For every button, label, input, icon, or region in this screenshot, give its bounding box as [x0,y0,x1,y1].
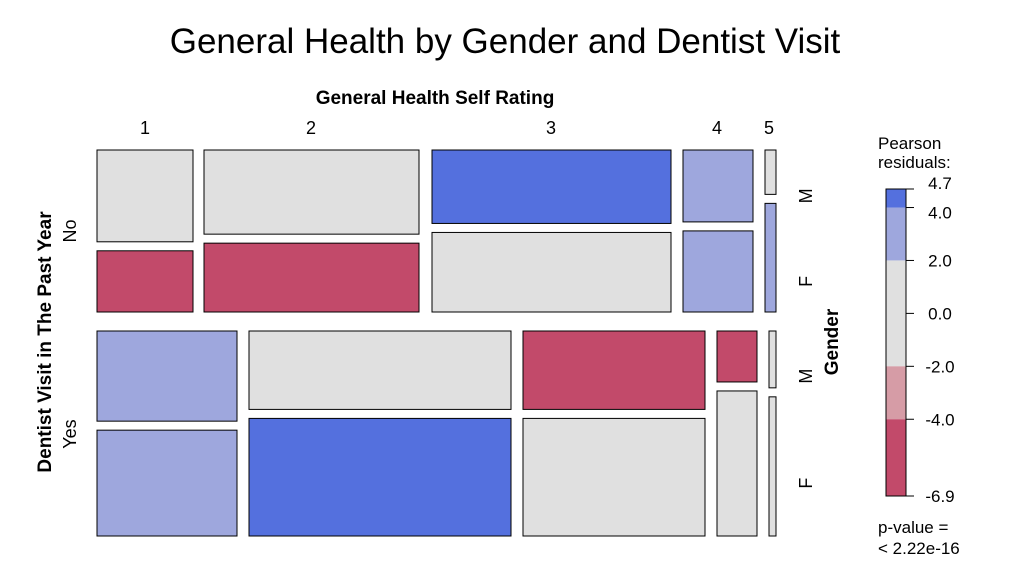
tile-yes-4-m [716,330,758,383]
legend-tick-label-4: -2.0 [925,357,954,376]
legend-band-4 [886,419,906,496]
top-axis-label: General Health Self Rating [316,88,555,109]
legend-tick-label-5: -4.0 [925,410,954,429]
row-label-yes: Yes [60,419,80,448]
tile-yes-2-m [248,330,512,410]
gender-labels: M F M F [796,188,816,488]
tile-no-2-m [203,149,420,235]
p-value-line1: p-value = [878,518,948,537]
tile-no-3-m [431,149,672,224]
tile-no-2-f [203,242,420,313]
p-value-line2: < 2.22e-16 [878,539,960,558]
left-axis-label: Dentist Visit in The Past Year [35,211,56,473]
legend-tick-label-2: 2.0 [928,251,952,270]
gender-label-no-f: F [796,276,816,287]
tile-yes-3-f [522,417,706,537]
chart-title: General Health by Gender and Dentist Vis… [170,22,841,61]
tile-no-5-m [764,149,777,195]
row-labels: No Yes [60,219,80,448]
column-label-5: 5 [764,118,774,138]
column-label-4: 4 [712,118,722,138]
legend-band-3 [886,366,906,420]
tile-no-4-m [682,149,754,223]
column-labels: 1 2 3 4 5 [140,118,774,138]
legend-tick-label-6: -6.9 [925,487,954,506]
legend-ticks: 4.7 4.0 2.0 0.0 -2.0 -4.0 -6.9 [906,174,955,506]
legend-color-bar [885,188,907,497]
legend-band-0 [886,189,906,208]
tile-yes-3-m [522,330,706,410]
gender-label-yes-m: M [796,369,816,384]
tile-yes-5-m [768,330,777,389]
tile-no-1-f [96,250,194,313]
tile-no-1-m [96,149,194,243]
legend-band-1 [886,207,906,261]
legend: Pearson residuals: 4.7 4.0 2.0 0.0 -2.0 -4.0 -… [878,134,960,558]
gender-label-yes-f: F [796,478,816,489]
legend-band-2 [886,260,906,367]
tile-no-4-f [682,230,754,313]
gender-label-no-m: M [796,188,816,203]
row-label-no: No [60,219,80,242]
legend-tick-label-3: 0.0 [928,304,952,323]
tile-no-3-f [431,231,672,313]
legend-title-line2: residuals: [878,153,951,172]
tile-yes-2-f [248,417,512,537]
legend-title-line1: Pearson [878,134,941,153]
tile-yes-4-f [716,390,758,537]
legend-tick-label-0: 4.7 [928,174,952,193]
tile-yes-1-f [96,429,238,537]
column-label-1: 1 [140,118,150,138]
tile-no-5-f [764,202,777,313]
tile-yes-1-m [96,330,238,422]
mosaic-tiles [96,149,777,537]
column-label-3: 3 [546,118,556,138]
legend-bar-frame [885,188,907,497]
legend-tick-label-1: 4.0 [928,204,952,223]
column-label-2: 2 [306,118,316,138]
right-axis-label: Gender [822,308,843,375]
tile-yes-5-f [768,396,777,537]
